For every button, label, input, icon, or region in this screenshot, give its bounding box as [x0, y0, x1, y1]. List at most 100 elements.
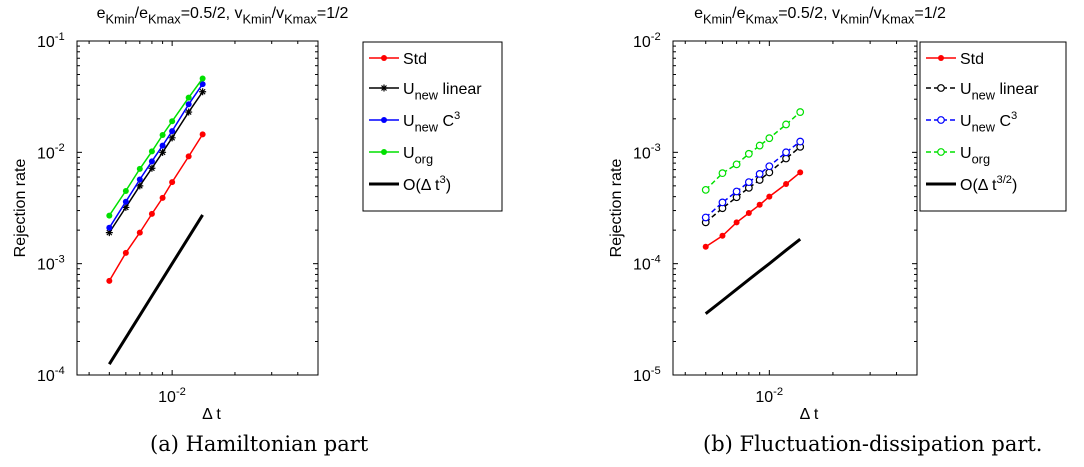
data-point [169, 118, 176, 125]
data-point [701, 213, 710, 222]
data-point [744, 149, 753, 158]
legend-swatch-marker [937, 116, 945, 124]
caption-fluctuation-dissipation: (b) Fluctuation-dissipation part. [703, 432, 1043, 456]
data-point [797, 169, 804, 176]
x-tick-label: 10-2 [158, 386, 186, 406]
chart-title: eKmin/eKmax=0.5/2, vKmin/vKmax=1/2 [694, 5, 946, 27]
data-point [185, 108, 193, 116]
series-line [108, 83, 204, 229]
data-point [765, 134, 774, 143]
data-point [755, 141, 764, 150]
legend-label: Uorg [403, 145, 433, 167]
data-point [701, 185, 710, 194]
data-point [199, 131, 206, 138]
series-u-new-c3 [701, 137, 805, 222]
series-o-t3-2- [704, 238, 802, 315]
data-point [732, 187, 741, 196]
plot-frame [76, 40, 319, 376]
legend-swatch-marker [937, 84, 945, 92]
data-point [136, 182, 144, 190]
data-point [744, 178, 753, 187]
x-tick-label: 10-2 [755, 386, 783, 406]
series-std [702, 169, 804, 250]
data-point [148, 164, 156, 172]
data-point [782, 148, 790, 157]
data-point [106, 224, 113, 231]
legend-label: Std [403, 51, 427, 68]
data-point [159, 148, 167, 156]
data-point [159, 194, 166, 201]
data-point [148, 148, 155, 155]
data-point [745, 210, 752, 217]
data-point [169, 128, 176, 135]
legend-label: Unew linear [403, 81, 482, 103]
data-point [148, 210, 155, 217]
data-point [106, 277, 113, 284]
legend-swatch-marker [938, 55, 944, 61]
data-point [185, 94, 192, 101]
series-u-new-linear [105, 88, 207, 237]
data-point [199, 81, 206, 88]
legend-swatch-marker [381, 117, 387, 123]
data-point [796, 137, 805, 146]
y-tick-label: 10-4 [37, 365, 65, 385]
data-point [106, 212, 113, 219]
legend-label: O(Δ t3/2) [960, 174, 1017, 194]
legend-swatch-marker [937, 148, 945, 156]
data-point [122, 187, 129, 194]
y-axis-label: Rejection rate [608, 159, 625, 258]
y-tick-label: 10-5 [633, 365, 661, 385]
series-u-org [106, 75, 206, 219]
data-point [122, 249, 129, 256]
data-point [136, 165, 143, 172]
series-line [705, 171, 801, 248]
y-tick-label: 10-2 [37, 142, 65, 162]
series-u-org [701, 108, 805, 194]
data-point [185, 101, 192, 108]
series-line [108, 133, 204, 282]
y-tick-label: 10-1 [37, 31, 65, 51]
data-point [765, 162, 774, 171]
data-point [702, 243, 709, 250]
data-point [766, 193, 773, 200]
data-point [122, 198, 129, 205]
caption-hamiltonian: (a) Hamiltonian part [150, 432, 369, 456]
series-line [108, 91, 204, 234]
y-tick-label: 10-2 [633, 31, 661, 51]
legend-label: Unew C3 [960, 110, 1017, 135]
data-point [782, 120, 790, 129]
data-point [756, 201, 763, 208]
data-point [199, 75, 206, 82]
series-o-t3- [108, 214, 204, 365]
data-point [719, 232, 726, 239]
legend-label: O(Δ t3) [403, 174, 451, 194]
series-line [108, 214, 204, 365]
legend-swatch-marker [381, 55, 387, 61]
data-point [199, 88, 207, 96]
data-point [105, 229, 113, 237]
x-axis-label: Δ t [800, 406, 819, 423]
legend-label: Unew linear [960, 81, 1039, 103]
y-tick-label: 10-4 [633, 253, 661, 273]
legend-swatch-marker [380, 84, 388, 92]
series-std [106, 131, 206, 284]
plot-frame [672, 40, 918, 376]
data-point [169, 179, 176, 186]
data-point [122, 203, 130, 211]
data-point [159, 132, 166, 139]
data-point [168, 134, 176, 142]
legend-label: Uorg [960, 145, 990, 167]
legend-label: Std [960, 51, 984, 68]
chart-panel-hamiltonian: 10-4 10-3 10-2 10-1 10-2 Δ t Rejection rate eKm… [12, 5, 503, 423]
data-point [783, 180, 790, 187]
y-tick-label: 10-3 [633, 142, 661, 162]
chart-panel-fluctuation-dissipation: 10-5 10-4 10-3 10-2 10-2 Δ t Rejection rate eKm… [608, 5, 1067, 423]
legend: Std Unew linear Unew C3 Uorg O(Δ t3) [362, 41, 503, 212]
y-tick-label: 10-3 [37, 253, 65, 273]
data-point [159, 142, 166, 149]
data-point [136, 176, 143, 183]
data-point [755, 170, 764, 178]
data-point [185, 153, 192, 160]
data-point [732, 160, 741, 169]
